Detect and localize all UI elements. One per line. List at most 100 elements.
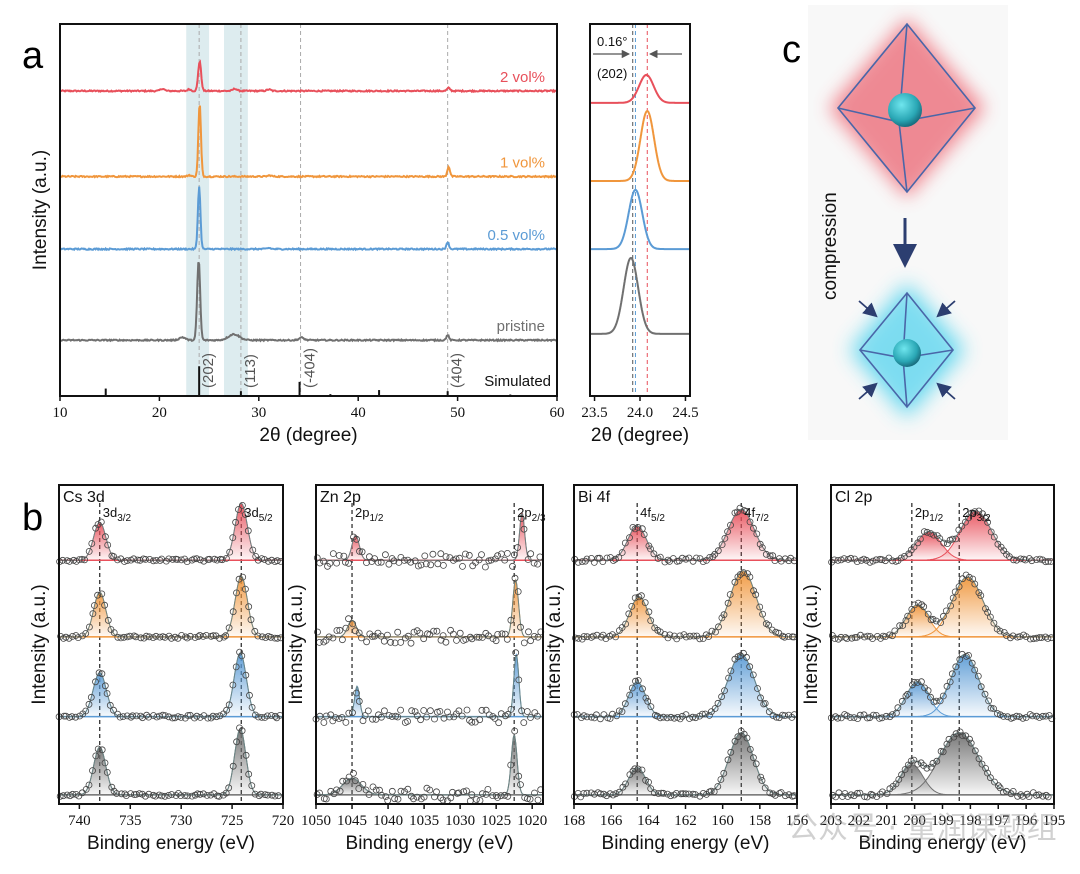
data-point bbox=[512, 649, 520, 657]
data-point bbox=[959, 732, 966, 739]
data-point bbox=[878, 556, 886, 564]
data-point bbox=[130, 555, 138, 563]
data-point bbox=[640, 531, 648, 538]
data-point bbox=[753, 530, 761, 538]
data-point bbox=[98, 746, 106, 754]
data-point bbox=[226, 548, 234, 556]
data-point bbox=[91, 602, 98, 609]
watermark: 公众号 · 重润课题组 bbox=[788, 811, 1057, 846]
x-tick-label: 202 bbox=[848, 813, 871, 829]
data-point bbox=[743, 653, 750, 661]
data-point bbox=[765, 708, 773, 716]
data-point bbox=[660, 713, 667, 721]
data-point bbox=[1042, 712, 1050, 720]
data-point bbox=[202, 632, 210, 639]
data-point bbox=[225, 784, 233, 792]
data-point bbox=[962, 732, 970, 740]
fit-envelope bbox=[59, 652, 283, 718]
data-point bbox=[709, 553, 717, 561]
data-point bbox=[136, 556, 144, 564]
data-point bbox=[936, 535, 944, 542]
data-point bbox=[446, 713, 453, 721]
data-point bbox=[104, 616, 112, 624]
data-point bbox=[248, 704, 256, 711]
data-point bbox=[655, 790, 662, 797]
x-tick-label: 1040 bbox=[373, 813, 403, 829]
data-point bbox=[743, 734, 751, 742]
data-point bbox=[218, 556, 226, 564]
data-point bbox=[987, 613, 994, 621]
data-point bbox=[769, 712, 777, 719]
data-point bbox=[223, 706, 231, 714]
data-point bbox=[949, 594, 957, 602]
data-point bbox=[420, 793, 428, 801]
peak-label-main: 4f bbox=[640, 505, 651, 520]
data-point bbox=[487, 556, 495, 564]
data-point bbox=[965, 573, 973, 581]
data-point bbox=[910, 756, 918, 764]
data-point bbox=[349, 620, 357, 628]
data-point bbox=[626, 534, 633, 541]
data-point bbox=[326, 560, 334, 567]
data-point bbox=[527, 637, 534, 645]
data-point bbox=[866, 558, 874, 566]
data-point bbox=[721, 535, 729, 542]
data-point bbox=[212, 632, 220, 640]
data-point bbox=[158, 792, 166, 800]
data-point bbox=[1042, 791, 1050, 799]
data-point bbox=[97, 518, 105, 526]
data-point bbox=[978, 760, 986, 768]
data-point bbox=[886, 631, 893, 639]
x-tick-label: 168 bbox=[563, 813, 586, 829]
data-point bbox=[248, 782, 256, 789]
data-point bbox=[333, 786, 341, 794]
data-point bbox=[339, 777, 347, 785]
x-axis-label: 2θ (degree) bbox=[259, 425, 357, 446]
data-point bbox=[768, 626, 776, 634]
data-point bbox=[442, 638, 450, 646]
data-point bbox=[924, 610, 932, 618]
data-point bbox=[699, 710, 706, 718]
peak-label-sub: 1/2 bbox=[929, 513, 943, 524]
data-point bbox=[132, 633, 140, 641]
data-point bbox=[222, 632, 230, 640]
fit-envelope bbox=[59, 502, 283, 561]
series-label: pristine bbox=[497, 318, 545, 335]
x-tick-label: 60 bbox=[550, 405, 565, 421]
x-tick-label: 50 bbox=[450, 405, 465, 421]
panel-title: Cs 3d bbox=[63, 489, 105, 506]
data-point bbox=[913, 679, 921, 686]
data-point bbox=[353, 535, 361, 543]
data-point bbox=[407, 558, 415, 566]
data-point bbox=[358, 548, 366, 556]
data-point bbox=[701, 710, 709, 718]
data-point bbox=[345, 709, 353, 717]
data-point bbox=[472, 796, 480, 803]
data-point bbox=[336, 626, 344, 634]
data-point bbox=[495, 719, 503, 727]
data-point bbox=[140, 634, 148, 642]
data-point bbox=[1038, 634, 1045, 641]
reflection-label: (113) bbox=[242, 354, 259, 388]
data-point bbox=[663, 714, 671, 722]
data-point bbox=[1022, 556, 1029, 564]
data-point bbox=[848, 634, 856, 642]
data-point bbox=[757, 694, 764, 702]
data-point bbox=[898, 697, 906, 705]
data-point bbox=[453, 637, 460, 644]
data-point bbox=[364, 707, 372, 715]
data-point bbox=[754, 685, 761, 692]
data-point bbox=[345, 615, 352, 623]
data-point bbox=[413, 712, 421, 720]
data-point bbox=[1019, 714, 1027, 722]
series-label-simulated: Simulated bbox=[484, 373, 551, 390]
data-point bbox=[590, 559, 598, 566]
data-point bbox=[647, 703, 655, 710]
reflection-label: (202) bbox=[597, 66, 627, 81]
data-point bbox=[920, 528, 928, 535]
data-point bbox=[101, 601, 108, 609]
data-point bbox=[977, 683, 985, 691]
data-point bbox=[121, 558, 128, 565]
x-tick-label: 20 bbox=[152, 405, 167, 421]
data-point bbox=[238, 727, 246, 735]
